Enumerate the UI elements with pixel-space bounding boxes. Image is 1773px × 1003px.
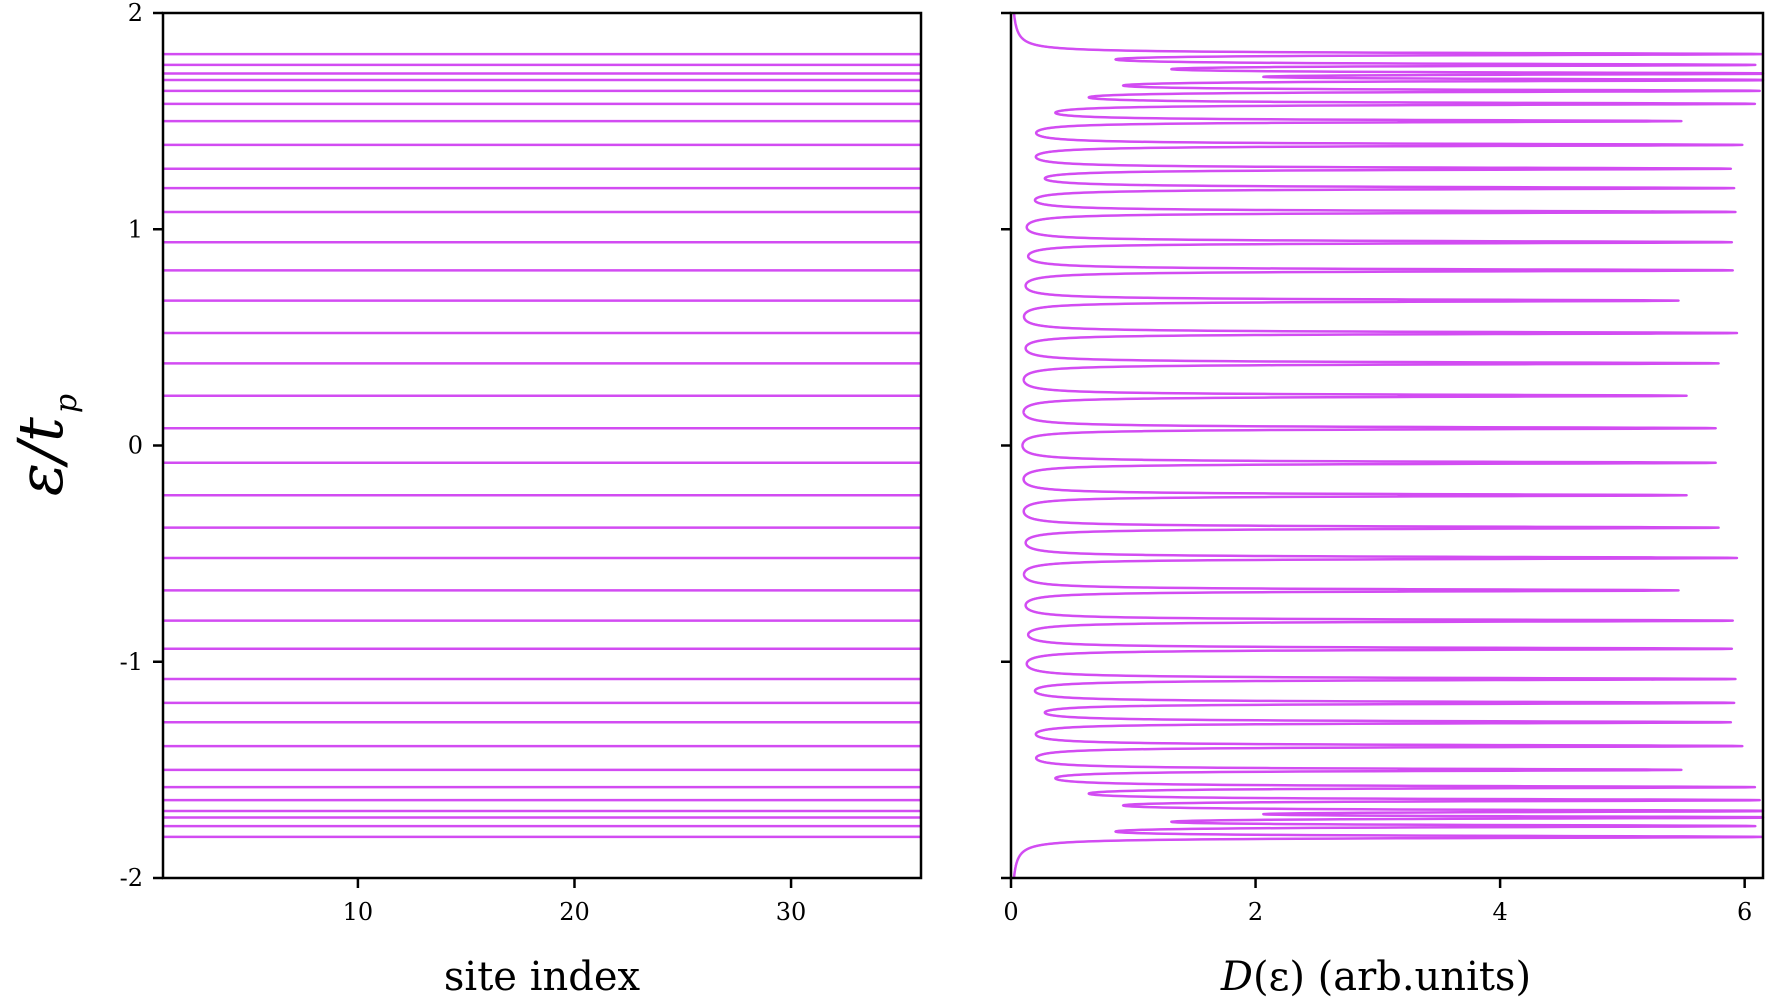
- left-panel-levels: 210-1-2 10 20 30 site index ε/tp: [4, 0, 923, 1000]
- left-x-tick-label: 10: [343, 898, 374, 926]
- left-y-tick-label: 2: [128, 0, 143, 27]
- left-x-ticks: 10 20 30: [343, 878, 807, 926]
- right-x-ticks: 0 2 4 6: [1003, 878, 1752, 926]
- left-plot-frame: [161, 11, 923, 880]
- x-axis-label-symbol: D: [1220, 954, 1253, 1000]
- right-y-ticks: [1001, 11, 1011, 880]
- right-x-tick-label: 0: [1003, 898, 1018, 926]
- left-y-axis-label: ε/t p: [4, 394, 84, 496]
- left-y-tick-label: -1: [120, 648, 143, 676]
- right-x-tick-label: 4: [1492, 898, 1507, 926]
- left-y-ticks: 2 1 0 -1 -2: [120, 0, 163, 892]
- right-panel-dos: 0 2 4 6 D(ε) (arb.units): [1001, 11, 1765, 1000]
- y-axis-label-main: ε/t: [4, 417, 77, 496]
- left-x-axis-label: site index: [444, 954, 641, 1000]
- left-y-tick-label: -2: [120, 864, 143, 892]
- dos-curve: [1012, 11, 1765, 880]
- left-y-tick-label: 1: [128, 215, 143, 243]
- right-x-tick-label: 2: [1248, 898, 1263, 926]
- right-x-tick-label: 6: [1737, 898, 1752, 926]
- left-x-tick-label: 30: [776, 898, 807, 926]
- x-axis-label-rest: (ε) (arb.units): [1253, 954, 1531, 1000]
- energy-level-lines: [163, 52, 921, 839]
- y-axis-label-subscript: p: [49, 394, 84, 413]
- left-y-tick-label: 0: [128, 432, 143, 460]
- left-x-tick-label: 20: [559, 898, 590, 926]
- right-x-axis-label: D(ε) (arb.units): [1220, 954, 1531, 1000]
